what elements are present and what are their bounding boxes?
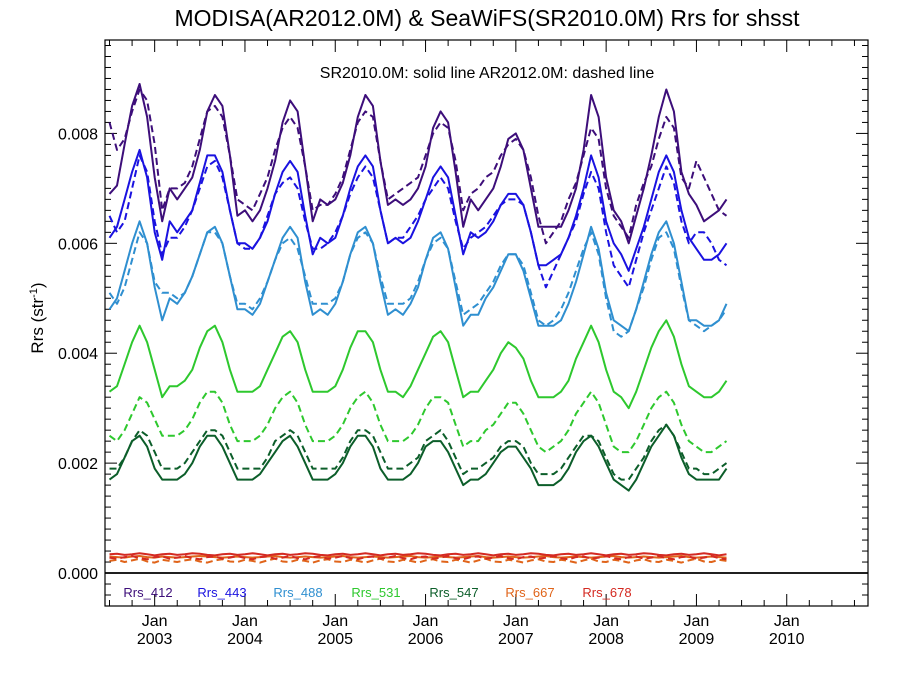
series-line-rrs-488-solid bbox=[108, 220, 728, 333]
legend-label-rrs-412: Rrs_412 bbox=[123, 585, 172, 600]
series-line-rrs-667-dashed bbox=[109, 557, 727, 564]
y-tick-label: 0.002 bbox=[58, 456, 98, 473]
series-line-rrs-412-dashed bbox=[108, 88, 728, 245]
x-tick-label-month: Jan bbox=[593, 613, 619, 630]
y-axis-label-sup: -1 bbox=[28, 288, 40, 298]
x-tick-label-month: Jan bbox=[774, 613, 800, 630]
series-line-rrs-547-dashed bbox=[109, 423, 728, 481]
y-tick-label: 0.000 bbox=[58, 566, 98, 583]
y-axis-label-end: ) bbox=[28, 282, 47, 288]
x-tick-label-year: 2007 bbox=[498, 631, 534, 648]
x-tick-label-month: Jan bbox=[232, 613, 258, 630]
x-tick-label-year: 2008 bbox=[588, 631, 624, 648]
line-style-annotation: SR2010.0M: solid line AR2012.0M: dashed … bbox=[320, 65, 655, 82]
legend-label-rrs-488: Rrs_488 bbox=[273, 585, 322, 600]
series-line-rrs-667-solid bbox=[109, 555, 727, 559]
series-line-rrs-678-dashed bbox=[109, 555, 727, 561]
x-tick-label-year: 2005 bbox=[317, 631, 353, 648]
series-line-rrs-678-solid bbox=[109, 552, 727, 557]
legend-label-rrs-678: Rrs_678 bbox=[582, 585, 631, 600]
plot-layer: 0.0000.0020.0040.0060.008Jan2003Jan2004J… bbox=[58, 39, 869, 648]
series-line-rrs-443-solid bbox=[108, 148, 728, 272]
y-tick-label: 0.006 bbox=[58, 236, 98, 253]
series-line-rrs-412-solid bbox=[108, 83, 728, 245]
x-tick-label-month: Jan bbox=[322, 613, 348, 630]
y-tick-label: 0.004 bbox=[58, 346, 98, 363]
y-axis-label: Rrs (str-1) bbox=[28, 282, 47, 353]
x-tick-label-year: 2009 bbox=[679, 631, 715, 648]
series-line-rrs-531-solid bbox=[108, 319, 728, 410]
legend-label-rrs-443: Rrs_443 bbox=[197, 585, 246, 600]
x-tick-label-month: Jan bbox=[413, 613, 439, 630]
y-tick-label: 0.008 bbox=[58, 126, 98, 143]
x-tick-label-year: 2003 bbox=[137, 631, 173, 648]
x-tick-label-year: 2010 bbox=[769, 631, 805, 648]
series-line-rrs-443-dashed bbox=[108, 154, 728, 289]
legend-label-rrs-667: Rrs_667 bbox=[505, 585, 554, 600]
chart-title: MODISA(AR2012.0M) & SeaWiFS(SR2010.0M) R… bbox=[175, 5, 801, 31]
y-axis-label-main: Rrs (str bbox=[28, 298, 47, 354]
x-tick-label-year: 2004 bbox=[227, 631, 263, 648]
x-tick-label-month: Jan bbox=[503, 613, 529, 630]
x-tick-label-month: Jan bbox=[684, 613, 710, 630]
series-line-rrs-531-dashed bbox=[108, 390, 728, 454]
series-line-rrs-547-solid bbox=[108, 423, 728, 492]
legend-label-rrs-547: Rrs_547 bbox=[429, 585, 478, 600]
plot-frame bbox=[104, 39, 869, 607]
legend-label-rrs-531: Rrs_531 bbox=[351, 585, 400, 600]
x-tick-label-year: 2006 bbox=[408, 631, 444, 648]
x-tick-label-month: Jan bbox=[142, 613, 168, 630]
